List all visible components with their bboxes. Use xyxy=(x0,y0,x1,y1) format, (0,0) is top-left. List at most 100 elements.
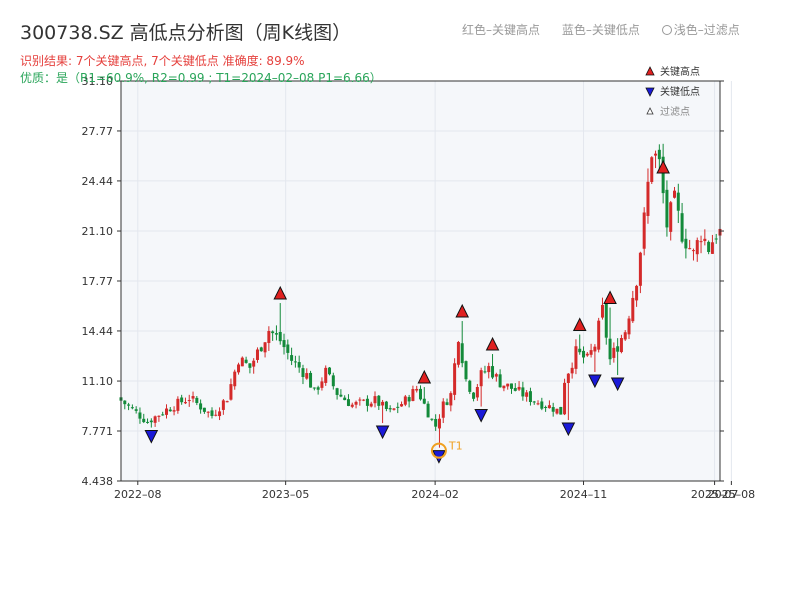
candle-down xyxy=(316,387,320,390)
x-tick-label: 2022–08 xyxy=(114,488,162,501)
candle-down xyxy=(123,400,127,405)
candle-up xyxy=(453,363,457,395)
candle-down xyxy=(521,387,525,397)
quality-summary: 优质：是（R1=60.9%, R2=0.99 ; T1=2024–02–08 P… xyxy=(20,71,382,85)
candle-up xyxy=(237,364,241,373)
x-tick-label: 2024–11 xyxy=(560,488,608,501)
candle-down xyxy=(202,407,206,412)
hollow-circle-icon xyxy=(661,25,672,35)
candle-down xyxy=(445,402,449,405)
candle-up xyxy=(225,401,229,403)
candle-up xyxy=(240,357,244,367)
candle-up xyxy=(631,297,635,322)
candles xyxy=(119,143,722,448)
candle-up xyxy=(229,384,233,400)
candle-down xyxy=(608,338,612,360)
x-tick-label: 2023–05 xyxy=(262,488,310,501)
candle-up xyxy=(691,250,695,252)
candle-down xyxy=(426,403,430,418)
candle-up xyxy=(449,393,453,406)
legend-entry-label: 关键高点 xyxy=(660,65,700,78)
candle-down xyxy=(396,406,400,408)
candle-up xyxy=(506,383,510,387)
candle-down xyxy=(343,397,347,401)
legend-light-text: 浅色–过滤点 xyxy=(673,23,740,37)
candle-down xyxy=(532,401,536,403)
candle-down xyxy=(149,420,153,423)
candle-down xyxy=(528,391,532,402)
candle-up xyxy=(570,367,574,374)
candle-up xyxy=(381,401,385,406)
candle-down xyxy=(248,363,252,368)
key-low-marker xyxy=(144,430,159,444)
candle-up xyxy=(191,396,195,399)
candle-down xyxy=(127,404,131,406)
candle-up xyxy=(176,398,180,411)
candle-down xyxy=(419,388,422,400)
candle-up xyxy=(597,320,601,350)
candle-up xyxy=(441,401,445,418)
legend-blue-text: 蓝色–关键低点 xyxy=(561,23,640,37)
key-high-marker xyxy=(485,336,500,351)
candle-up xyxy=(612,347,616,358)
candle-down xyxy=(346,399,350,406)
candle-up xyxy=(362,399,366,401)
candle-up xyxy=(456,342,460,365)
candle-down xyxy=(468,380,472,392)
candle-down xyxy=(161,414,165,416)
candle-up xyxy=(710,242,714,254)
candle-down xyxy=(544,406,548,408)
candle-down xyxy=(676,192,680,211)
candle-down xyxy=(665,189,669,228)
candle-up xyxy=(566,373,570,383)
y-tick-label: 11.10 xyxy=(82,375,114,388)
candle-down xyxy=(422,398,426,404)
candle-up xyxy=(437,418,441,429)
axes: 4.438 7.771 11.10 14.44 17.77 21.10 24.44 27.77… xyxy=(82,75,756,501)
candle-up xyxy=(627,318,631,335)
candle-up xyxy=(373,396,377,404)
key-high-marker xyxy=(572,317,587,332)
candle-down xyxy=(714,238,718,240)
candle-down xyxy=(388,408,392,410)
candle-up xyxy=(646,181,650,216)
y-tick-label: 7.771 xyxy=(82,425,114,438)
candle-down xyxy=(491,366,495,378)
candle-up xyxy=(214,414,218,416)
candle-down xyxy=(142,418,146,423)
candle-up xyxy=(255,349,259,360)
candle-up xyxy=(623,332,627,340)
legend-low-icon xyxy=(645,87,655,97)
y-tick-label: 14.44 xyxy=(82,325,114,338)
legend-high-icon xyxy=(645,66,655,76)
y-tick-label: 31.10 xyxy=(82,75,114,88)
key-high-marker xyxy=(273,285,288,300)
candle-down xyxy=(309,372,313,388)
candle-up xyxy=(267,330,271,344)
candle-up xyxy=(638,252,642,286)
candle-down xyxy=(278,331,282,342)
candle-up xyxy=(555,408,559,414)
candle-up xyxy=(517,386,521,390)
candle-up xyxy=(172,410,176,412)
x-tick-label: 2025–08 xyxy=(708,488,756,501)
candle-down xyxy=(146,421,150,423)
candle-down xyxy=(168,409,172,412)
candle-up xyxy=(358,399,362,401)
candle-up xyxy=(320,381,324,388)
legend-entry-label: 关键低点 xyxy=(660,85,700,98)
candle-up xyxy=(369,403,373,407)
candle-up xyxy=(669,202,673,232)
key-low-marker xyxy=(375,425,390,440)
candle-down xyxy=(290,355,294,361)
candle-up xyxy=(187,400,191,402)
candle-down xyxy=(551,407,555,412)
key-high-marker xyxy=(455,303,470,318)
candle-up xyxy=(487,366,491,373)
candle-down xyxy=(483,371,487,373)
candle-up xyxy=(305,373,309,379)
candle-up xyxy=(650,157,654,182)
candle-down xyxy=(301,368,305,377)
candle-up xyxy=(221,400,225,410)
x-tick-label: 2025–07 xyxy=(691,488,739,501)
